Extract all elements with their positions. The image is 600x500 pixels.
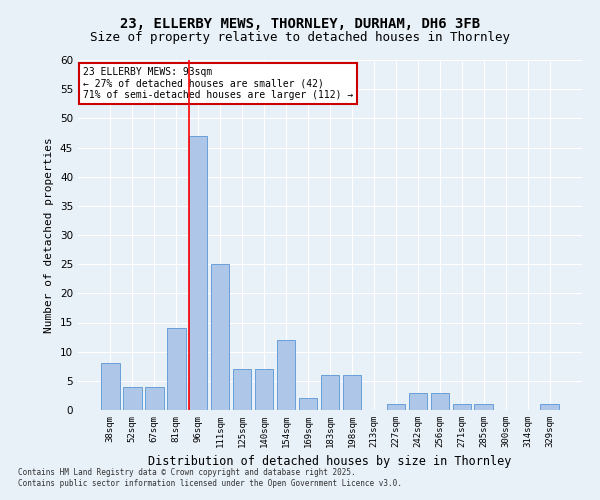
- Text: Contains HM Land Registry data © Crown copyright and database right 2025.
Contai: Contains HM Land Registry data © Crown c…: [18, 468, 402, 487]
- Bar: [211, 264, 229, 410]
- Text: Size of property relative to detached houses in Thornley: Size of property relative to detached ho…: [90, 31, 510, 44]
- Bar: [431, 392, 449, 410]
- Bar: [167, 328, 185, 410]
- Bar: [101, 364, 119, 410]
- Bar: [475, 404, 493, 410]
- Bar: [320, 375, 340, 410]
- Bar: [255, 369, 274, 410]
- Bar: [452, 404, 471, 410]
- Bar: [189, 136, 208, 410]
- Bar: [299, 398, 317, 410]
- Bar: [277, 340, 295, 410]
- Bar: [145, 386, 164, 410]
- Text: 23 ELLERBY MEWS: 93sqm
← 27% of detached houses are smaller (42)
71% of semi-det: 23 ELLERBY MEWS: 93sqm ← 27% of detached…: [83, 67, 353, 100]
- Bar: [409, 392, 427, 410]
- Bar: [123, 386, 142, 410]
- Bar: [233, 369, 251, 410]
- X-axis label: Distribution of detached houses by size in Thornley: Distribution of detached houses by size …: [148, 456, 512, 468]
- Text: 23, ELLERBY MEWS, THORNLEY, DURHAM, DH6 3FB: 23, ELLERBY MEWS, THORNLEY, DURHAM, DH6 …: [120, 18, 480, 32]
- Bar: [386, 404, 405, 410]
- Bar: [541, 404, 559, 410]
- Bar: [343, 375, 361, 410]
- Y-axis label: Number of detached properties: Number of detached properties: [44, 137, 55, 333]
